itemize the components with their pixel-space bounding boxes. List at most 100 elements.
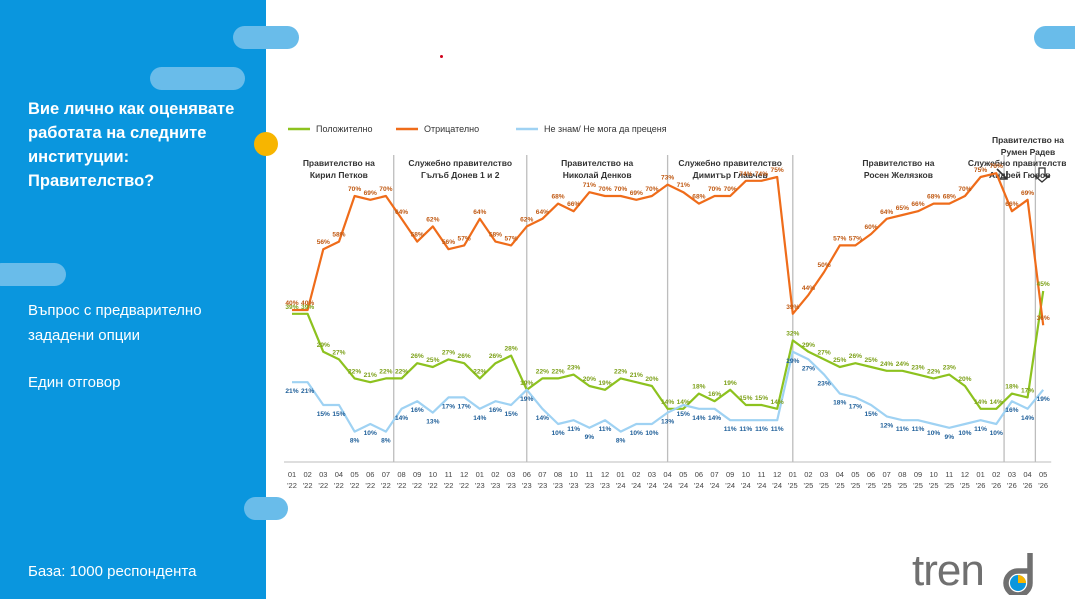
data-label: 9% xyxy=(585,434,595,441)
x-tick-label: 03 xyxy=(820,470,828,479)
data-label: 71% xyxy=(677,182,690,189)
data-label: 15% xyxy=(739,395,752,402)
period-label: Димитър Главчев xyxy=(693,170,768,180)
data-label: 40% xyxy=(301,300,314,307)
data-label: 19% xyxy=(724,380,737,387)
data-label: 26% xyxy=(849,353,862,360)
data-label: 21% xyxy=(285,388,298,395)
period-markers: Правителство на Кирил Петков Служебно прав… xyxy=(303,135,1066,462)
x-tick-label: 03 xyxy=(319,470,327,479)
x-tick-label: 02 xyxy=(491,470,499,479)
period-label: Андрей Гюров xyxy=(989,170,1051,180)
data-label: 11% xyxy=(599,426,612,433)
data-label: 18% xyxy=(1005,384,1018,391)
logo-d xyxy=(1003,553,1033,595)
data-label: 17% xyxy=(849,403,862,410)
data-label: 29% xyxy=(802,342,815,349)
data-label: 10% xyxy=(990,430,1003,437)
data-label: 75% xyxy=(974,167,987,174)
x-tick-label-year: '24 xyxy=(647,481,657,490)
x-tick-label: 07 xyxy=(382,470,390,479)
data-label: 14% xyxy=(974,399,987,406)
data-label: 68% xyxy=(927,194,940,201)
data-label: 17% xyxy=(1021,387,1034,394)
x-tick-label: 10 xyxy=(570,470,578,479)
data-label: 74% xyxy=(739,171,752,178)
x-tick-label: 09 xyxy=(413,470,421,479)
data-label: 22% xyxy=(551,368,564,375)
data-label: 10% xyxy=(551,430,564,437)
data-label: 62% xyxy=(426,216,439,223)
data-label: 29% xyxy=(317,342,330,349)
x-tick-label: 02 xyxy=(804,470,812,479)
data-label: 14% xyxy=(708,415,721,422)
data-label: 14% xyxy=(771,399,784,406)
data-label: 15% xyxy=(755,395,768,402)
chart-legend: Положително Отрицателно Не знам/ Не мога д… xyxy=(288,124,667,134)
data-label: 14% xyxy=(1021,415,1034,422)
data-label: 14% xyxy=(990,399,1003,406)
data-label: 24% xyxy=(880,361,893,368)
period-label: Служебно правителство xyxy=(968,158,1066,168)
data-label: 45% xyxy=(1037,281,1050,288)
data-label: 10% xyxy=(364,430,377,437)
x-tick-label: 10 xyxy=(429,470,437,479)
data-label: 70% xyxy=(614,186,627,193)
data-label: 10% xyxy=(630,430,643,437)
x-tick-label: 01 xyxy=(789,470,797,479)
data-label: 15% xyxy=(504,411,517,418)
answer-type: Един отговор xyxy=(28,374,121,391)
x-tick-label: 12 xyxy=(460,470,468,479)
x-tick-label-year: '25 xyxy=(913,481,923,490)
x-tick-label-year: '25 xyxy=(897,481,907,490)
x-tick-label: 05 xyxy=(851,470,859,479)
data-label: 10% xyxy=(927,430,940,437)
period-label: Правителство на xyxy=(992,135,1064,145)
trend-logo: tren xyxy=(912,546,1033,595)
data-label: 70% xyxy=(348,186,361,193)
x-tick-label-year: '22 xyxy=(428,481,438,490)
data-label: 69% xyxy=(1021,190,1034,197)
x-tick-label: 05 xyxy=(350,470,358,479)
data-label: 22% xyxy=(614,368,627,375)
x-tick-label: 03 xyxy=(648,470,656,479)
x-tick-label-year: '23 xyxy=(553,481,563,490)
opinion-chart: Положително Отрицателно Не знам/ Не мога д… xyxy=(284,124,1066,490)
x-tick-label-year: '24 xyxy=(757,481,767,490)
series-line xyxy=(292,172,1045,326)
data-label: 56% xyxy=(442,239,455,246)
data-label: 26% xyxy=(411,353,424,360)
x-tick-label-year: '25 xyxy=(882,481,892,490)
data-label: 17% xyxy=(458,403,471,410)
data-label: 75% xyxy=(771,167,784,174)
x-tick-label: 06 xyxy=(695,470,703,479)
data-label: 13% xyxy=(426,419,439,426)
x-tick-label: 02 xyxy=(632,470,640,479)
x-tick-label: 03 xyxy=(1008,470,1016,479)
data-label: 36% xyxy=(1037,315,1050,322)
x-tick-label: 02 xyxy=(992,470,1000,479)
data-label: 15% xyxy=(864,411,877,418)
data-label: 8% xyxy=(381,438,391,445)
period-label: Росен Желязков xyxy=(864,170,933,180)
x-tick-label: 01 xyxy=(476,470,484,479)
data-label: 32% xyxy=(786,330,799,337)
x-tick-label-year: '26 xyxy=(1038,481,1048,490)
data-label: 20% xyxy=(583,376,596,383)
x-tick-label-year: '22 xyxy=(459,481,469,490)
data-label: 22% xyxy=(395,368,408,375)
data-label: 60% xyxy=(864,224,877,231)
data-label: 57% xyxy=(458,235,471,242)
period-label: Румен Радев xyxy=(1001,147,1055,157)
x-tick-label: 09 xyxy=(726,470,734,479)
x-axis: 01 '22 02 '22 03 '22 04 '22 05 '22 06 '22 07 '22 08 '22… xyxy=(284,461,1052,490)
x-tick-label-year: '23 xyxy=(522,481,532,490)
data-label: 70% xyxy=(958,186,971,193)
x-tick-label-year: '22 xyxy=(318,481,328,490)
data-label: 64% xyxy=(395,209,408,216)
data-label: 19% xyxy=(1037,396,1050,403)
x-tick-label-year: '25 xyxy=(819,481,829,490)
x-tick-label-year: '26 xyxy=(1023,481,1033,490)
data-label: 62% xyxy=(520,216,533,223)
decor-dot xyxy=(254,132,278,156)
